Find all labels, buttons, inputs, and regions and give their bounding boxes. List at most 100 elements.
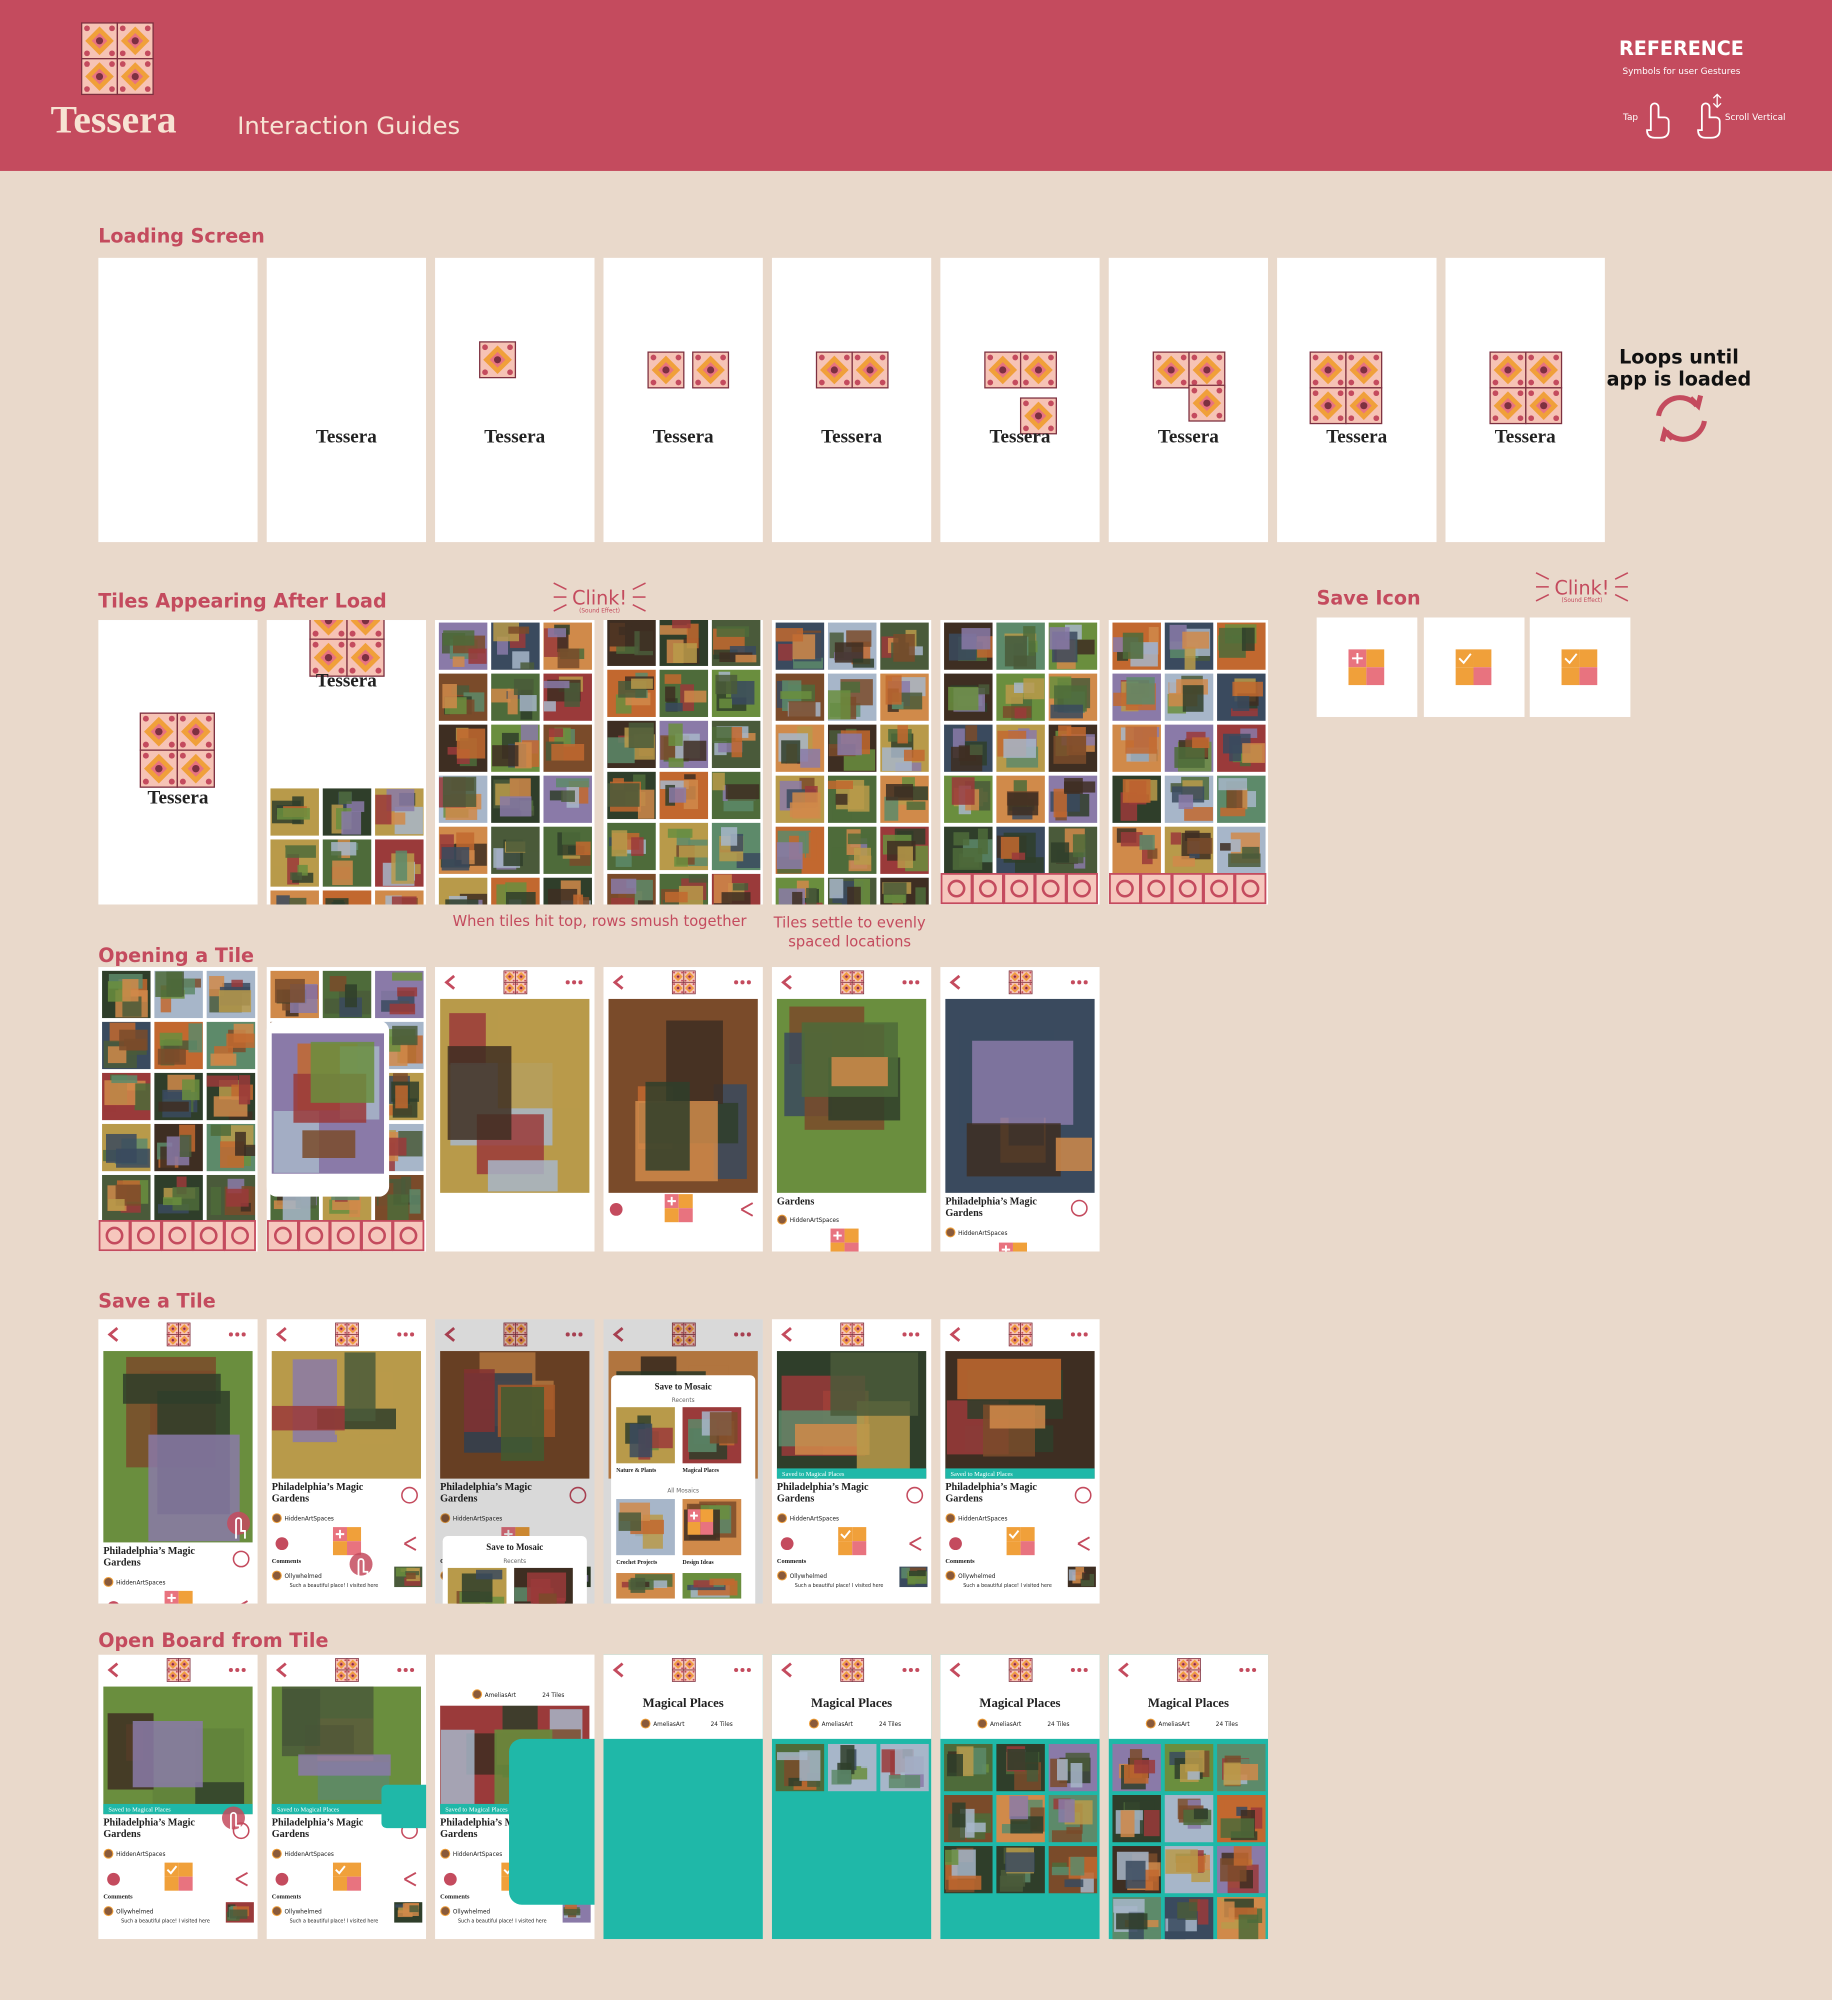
loop-note: app is loaded — [1607, 367, 1752, 390]
photo — [775, 1743, 825, 1792]
tile-dot — [109, 61, 115, 67]
photo — [775, 877, 825, 905]
phone-frame: Tessera — [435, 257, 595, 543]
tile — [1177, 1658, 1190, 1671]
tile — [503, 981, 516, 995]
tile — [346, 1334, 359, 1347]
tile-center — [676, 1327, 680, 1330]
photo-patch — [276, 895, 290, 905]
photo — [1217, 775, 1266, 823]
photo — [1164, 622, 1214, 670]
photo — [491, 877, 540, 905]
tile — [840, 1658, 853, 1671]
tile-dot — [861, 991, 863, 994]
tile-dot — [1021, 1323, 1024, 1326]
photo — [1048, 1743, 1098, 1792]
photo — [880, 1743, 929, 1792]
tile-dot — [692, 1331, 695, 1334]
photo-patch — [957, 1358, 1062, 1400]
post-title: Gardens — [440, 1829, 477, 1840]
tile-dot — [1009, 991, 1012, 994]
tile-dot — [336, 1323, 339, 1326]
tile-dot — [504, 1343, 507, 1346]
tile-dot — [355, 1335, 358, 1338]
tile-center — [361, 620, 370, 625]
photo — [375, 890, 424, 929]
photo-patch — [715, 674, 738, 695]
more-dot — [565, 980, 570, 985]
photo-patch — [788, 1777, 802, 1787]
photo-patch — [908, 646, 923, 656]
photo-patch — [409, 905, 422, 929]
post-title: Gardens — [440, 1494, 477, 1505]
save-cell — [1473, 649, 1492, 668]
photo-patch — [861, 1744, 874, 1769]
photo — [491, 622, 540, 670]
photo-patch — [297, 864, 308, 876]
photo-patch — [1170, 832, 1182, 845]
photo-patch — [1149, 1930, 1161, 1940]
tile-dot — [1337, 390, 1344, 397]
tile-center — [999, 366, 1007, 374]
tile-center — [688, 1663, 691, 1666]
tile-dot — [375, 630, 382, 637]
photo — [375, 839, 424, 887]
tile-center — [676, 1674, 680, 1677]
tile-dot — [1337, 379, 1344, 386]
sound-effect: Clink! — [1555, 577, 1610, 600]
tile-dot — [853, 983, 855, 985]
plus-mark — [1352, 652, 1363, 664]
nav-button — [972, 873, 1004, 905]
tile-dot — [684, 1667, 687, 1670]
photo-patch — [543, 680, 570, 689]
tile — [1020, 1669, 1033, 1682]
tile-dot — [849, 991, 852, 994]
photo — [608, 998, 758, 1193]
tile-dot — [1189, 1667, 1192, 1670]
photo — [491, 826, 540, 874]
post-title: Philadelphia’s Magic — [945, 1196, 1037, 1207]
tile-dot — [375, 667, 382, 674]
plus-mark — [167, 1593, 176, 1603]
tile — [1188, 1669, 1201, 1682]
phone-frame — [435, 620, 595, 905]
tile-dot — [692, 1343, 695, 1346]
tile-dot — [673, 983, 675, 985]
tile-dot — [1337, 415, 1344, 422]
tile-dot — [347, 1667, 350, 1670]
comments-label: Comments — [103, 1893, 133, 1900]
tile-dot — [175, 1659, 178, 1662]
tile-center — [183, 1674, 186, 1677]
photo-patch — [731, 727, 743, 758]
post-title: Philadelphia’s Magic — [777, 1482, 869, 1493]
tile-dot — [841, 1659, 844, 1662]
photo-patch — [883, 894, 906, 904]
photo — [375, 788, 424, 836]
tile-dot — [681, 1335, 684, 1338]
photo-patch — [406, 1572, 416, 1580]
photo — [1112, 826, 1161, 874]
photo-patch — [468, 648, 487, 664]
photo-patch — [505, 892, 536, 905]
tile-dot — [119, 25, 126, 32]
board-count: 24 Tiles — [711, 1722, 733, 1728]
tile-center — [1025, 1674, 1028, 1677]
photo-patch — [500, 1387, 545, 1461]
save-cell — [678, 1208, 693, 1223]
photo — [880, 724, 929, 772]
commenter: Ollywhelmed — [116, 1910, 154, 1916]
photo-patch — [564, 1902, 577, 1914]
tile-dot — [1017, 991, 1020, 994]
tile-center — [845, 986, 848, 990]
save-cell — [164, 1862, 179, 1877]
photo — [944, 1846, 993, 1894]
photo — [102, 1174, 151, 1223]
photo — [775, 622, 825, 670]
tile-dot — [684, 1343, 687, 1346]
toast — [271, 1803, 422, 1815]
tile — [309, 620, 348, 640]
photo-patch — [1220, 843, 1231, 851]
photo — [543, 673, 592, 721]
phone-frame — [1423, 617, 1525, 717]
photo-patch — [1184, 646, 1196, 670]
